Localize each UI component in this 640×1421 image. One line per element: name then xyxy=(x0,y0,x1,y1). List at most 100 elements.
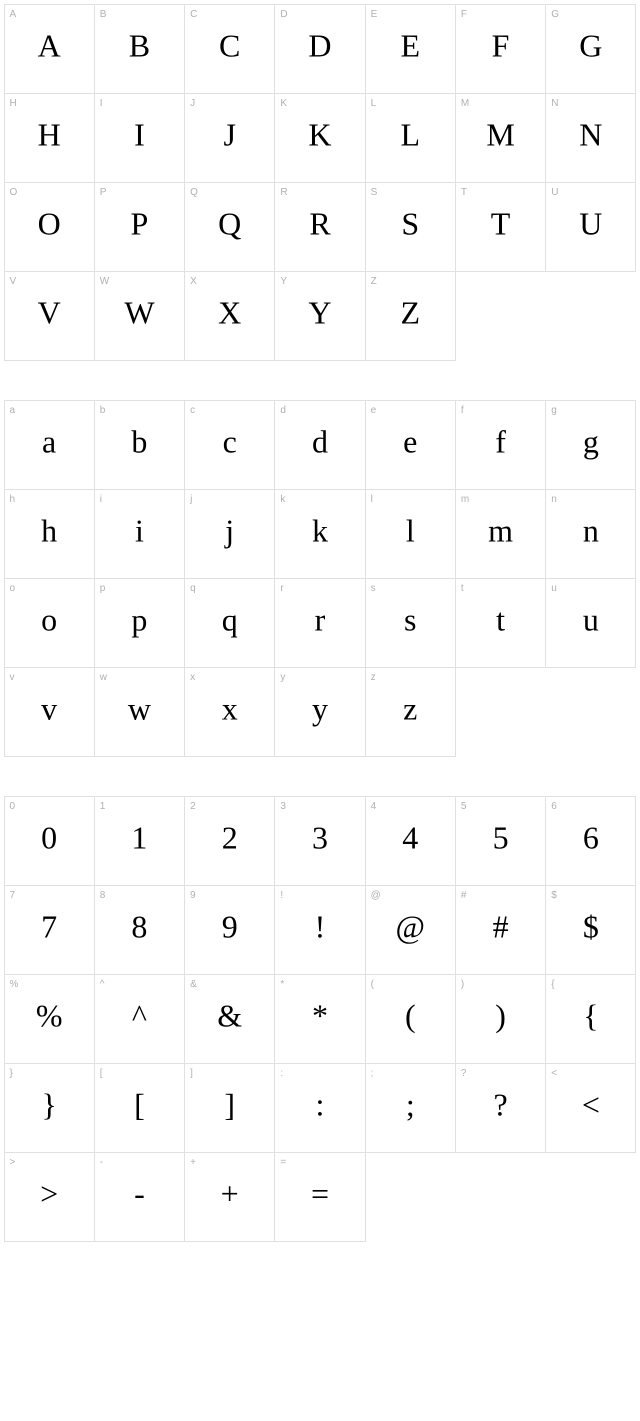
section-numbers-symbols: 00112233445566778899!!@@##$$%%^^&&**(())… xyxy=(4,796,636,1241)
glyph-cell: 66 xyxy=(545,796,636,886)
glyph-label: m xyxy=(461,494,469,505)
glyph-cell: MM xyxy=(455,93,546,183)
glyph-display: y xyxy=(312,690,328,727)
glyph-label: e xyxy=(371,405,377,416)
glyph-display: A xyxy=(38,27,61,64)
glyph-label: Y xyxy=(280,276,287,287)
glyph-cell: ^^ xyxy=(94,974,185,1064)
glyph-label: > xyxy=(10,1157,16,1168)
glyph-display: X xyxy=(218,294,241,331)
glyph-label: g xyxy=(551,405,557,416)
glyph-display: K xyxy=(308,116,331,153)
glyph-display: u xyxy=(583,601,599,638)
glyph-display: 1 xyxy=(131,819,147,856)
glyph-display: m xyxy=(488,512,513,549)
glyph-display: 5 xyxy=(493,819,509,856)
glyph-label: T xyxy=(461,187,467,198)
glyph-cell: pp xyxy=(94,578,185,668)
glyph-cell: LL xyxy=(365,93,456,183)
glyph-cell: rr xyxy=(274,578,365,668)
glyph-cell: bb xyxy=(94,400,185,490)
glyph-cell: aa xyxy=(4,400,95,490)
glyph-cell: NN xyxy=(545,93,636,183)
glyph-label: R xyxy=(280,187,287,198)
glyph-display: F xyxy=(492,27,510,64)
glyph-display: ; xyxy=(406,1086,415,1123)
glyph-cell: ]] xyxy=(184,1063,275,1153)
glyph-label: W xyxy=(100,276,109,287)
glyph-label: ] xyxy=(190,1068,193,1079)
glyph-cell: ll xyxy=(365,489,456,579)
glyph-cell: mm xyxy=(455,489,546,579)
glyph-label: o xyxy=(10,583,16,594)
glyph-label: < xyxy=(551,1068,557,1079)
glyph-cell: $$ xyxy=(545,885,636,975)
glyph-cell: hh xyxy=(4,489,95,579)
glyph-display: > xyxy=(40,1175,58,1212)
glyph-label: f xyxy=(461,405,464,416)
glyph-display: t xyxy=(496,601,505,638)
glyph-display: L xyxy=(401,116,421,153)
glyph-cell: 11 xyxy=(94,796,185,886)
glyph-cell: dd xyxy=(274,400,365,490)
glyph-label: Q xyxy=(190,187,198,198)
glyph-label: ( xyxy=(371,979,374,990)
glyph-cell: >> xyxy=(4,1152,95,1242)
glyph-cell: 44 xyxy=(365,796,456,886)
glyph-display: j xyxy=(225,512,234,549)
glyph-label: L xyxy=(371,98,377,109)
glyph-cell: JJ xyxy=(184,93,275,183)
glyph-cell: 00 xyxy=(4,796,95,886)
glyph-label: y xyxy=(280,672,285,683)
glyph-display: c xyxy=(223,423,237,460)
glyph-label: I xyxy=(100,98,103,109)
glyph-label: U xyxy=(551,187,558,198)
glyph-display: % xyxy=(36,997,63,1034)
glyph-label: C xyxy=(190,9,197,20)
glyph-display: w xyxy=(128,690,151,727)
glyph-cell: QQ xyxy=(184,182,275,272)
glyph-display: V xyxy=(38,294,61,331)
glyph-label: B xyxy=(100,9,107,20)
glyph-cell: UU xyxy=(545,182,636,272)
glyph-label: J xyxy=(190,98,195,109)
glyph-display: l xyxy=(406,512,415,549)
glyph-label: # xyxy=(461,890,467,901)
glyph-label: z xyxy=(371,672,376,683)
glyph-label: x xyxy=(190,672,195,683)
glyph-label: 3 xyxy=(280,801,286,812)
glyph-display: q xyxy=(222,601,238,638)
glyph-cell: cc xyxy=(184,400,275,490)
section-lowercase: aabbccddeeffgghhiijjkkllmmnnooppqqrrsstt… xyxy=(4,400,636,756)
glyph-display: ) xyxy=(495,997,506,1034)
glyph-cell: ww xyxy=(94,667,185,757)
glyph-display: : xyxy=(316,1086,325,1123)
glyph-label: v xyxy=(10,672,15,683)
glyph-cell: {{ xyxy=(545,974,636,1064)
glyph-display: { xyxy=(583,997,598,1034)
glyph-label: & xyxy=(190,979,197,990)
glyph-cell: FF xyxy=(455,4,546,94)
glyph-label: s xyxy=(371,583,376,594)
glyph-label: k xyxy=(280,494,285,505)
glyph-display: P xyxy=(131,205,149,242)
glyph-label: 7 xyxy=(10,890,16,901)
glyph-display: ! xyxy=(315,908,326,945)
glyph-cell: HH xyxy=(4,93,95,183)
glyph-display: M xyxy=(486,116,514,153)
glyph-label: O xyxy=(10,187,18,198)
glyph-label: @ xyxy=(371,890,381,901)
glyph-label: 2 xyxy=(190,801,196,812)
glyph-label: h xyxy=(10,494,16,505)
glyph-display: N xyxy=(579,116,602,153)
glyph-label: l xyxy=(371,494,373,505)
glyph-label: K xyxy=(280,98,287,109)
glyph-display: & xyxy=(217,997,242,1034)
glyph-cell: gg xyxy=(545,400,636,490)
glyph-label: 8 xyxy=(100,890,106,901)
glyph-display: s xyxy=(404,601,416,638)
glyph-label: t xyxy=(461,583,464,594)
glyph-display: ] xyxy=(224,1086,235,1123)
glyph-cell: 33 xyxy=(274,796,365,886)
glyph-cell: ss xyxy=(365,578,456,668)
